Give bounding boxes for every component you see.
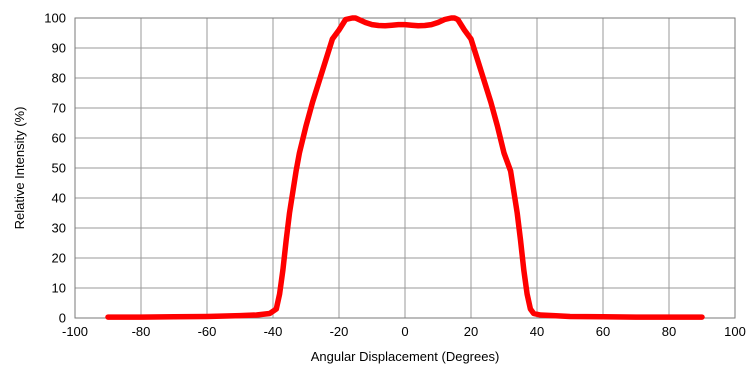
x-tick-label: 0 [401, 324, 408, 339]
y-tick-label: 90 [52, 41, 66, 56]
x-tick-label: -20 [330, 324, 349, 339]
y-tick-label: 10 [52, 281, 66, 296]
y-tick-label: 40 [52, 191, 66, 206]
y-tick-label: 50 [52, 161, 66, 176]
y-tick-label: 0 [59, 311, 66, 326]
x-axis-title: Angular Displacement (Degrees) [311, 349, 500, 364]
plot-area-frame [74, 17, 736, 319]
x-tick-label: -60 [198, 324, 217, 339]
x-tick-label: 20 [464, 324, 478, 339]
series-line-1 [105, 15, 705, 320]
y-axis-tick-labels: 0 10 20 30 40 50 60 70 80 90 100 [44, 11, 66, 326]
x-tick-label: 60 [596, 324, 610, 339]
series-layer [105, 15, 705, 320]
x-tick-label: -40 [264, 324, 283, 339]
x-tick-label: -100 [62, 324, 88, 339]
y-tick-label: 80 [52, 71, 66, 86]
x-tick-label: 80 [662, 324, 676, 339]
y-axis-title: Relative Intensity (%) [12, 107, 27, 230]
y-tick-label: 20 [52, 251, 66, 266]
y-tick-label: 100 [44, 11, 66, 26]
y-tick-label: 30 [52, 221, 66, 236]
y-tick-label: 70 [52, 101, 66, 116]
x-tick-label: -80 [132, 324, 151, 339]
x-tick-label: 40 [530, 324, 544, 339]
grid [74, 17, 736, 319]
x-axis-tick-labels: -100 -80 -60 -40 -20 0 20 40 60 80 100 [62, 324, 746, 339]
y-tick-label: 60 [52, 131, 66, 146]
x-tick-label: 100 [724, 324, 746, 339]
